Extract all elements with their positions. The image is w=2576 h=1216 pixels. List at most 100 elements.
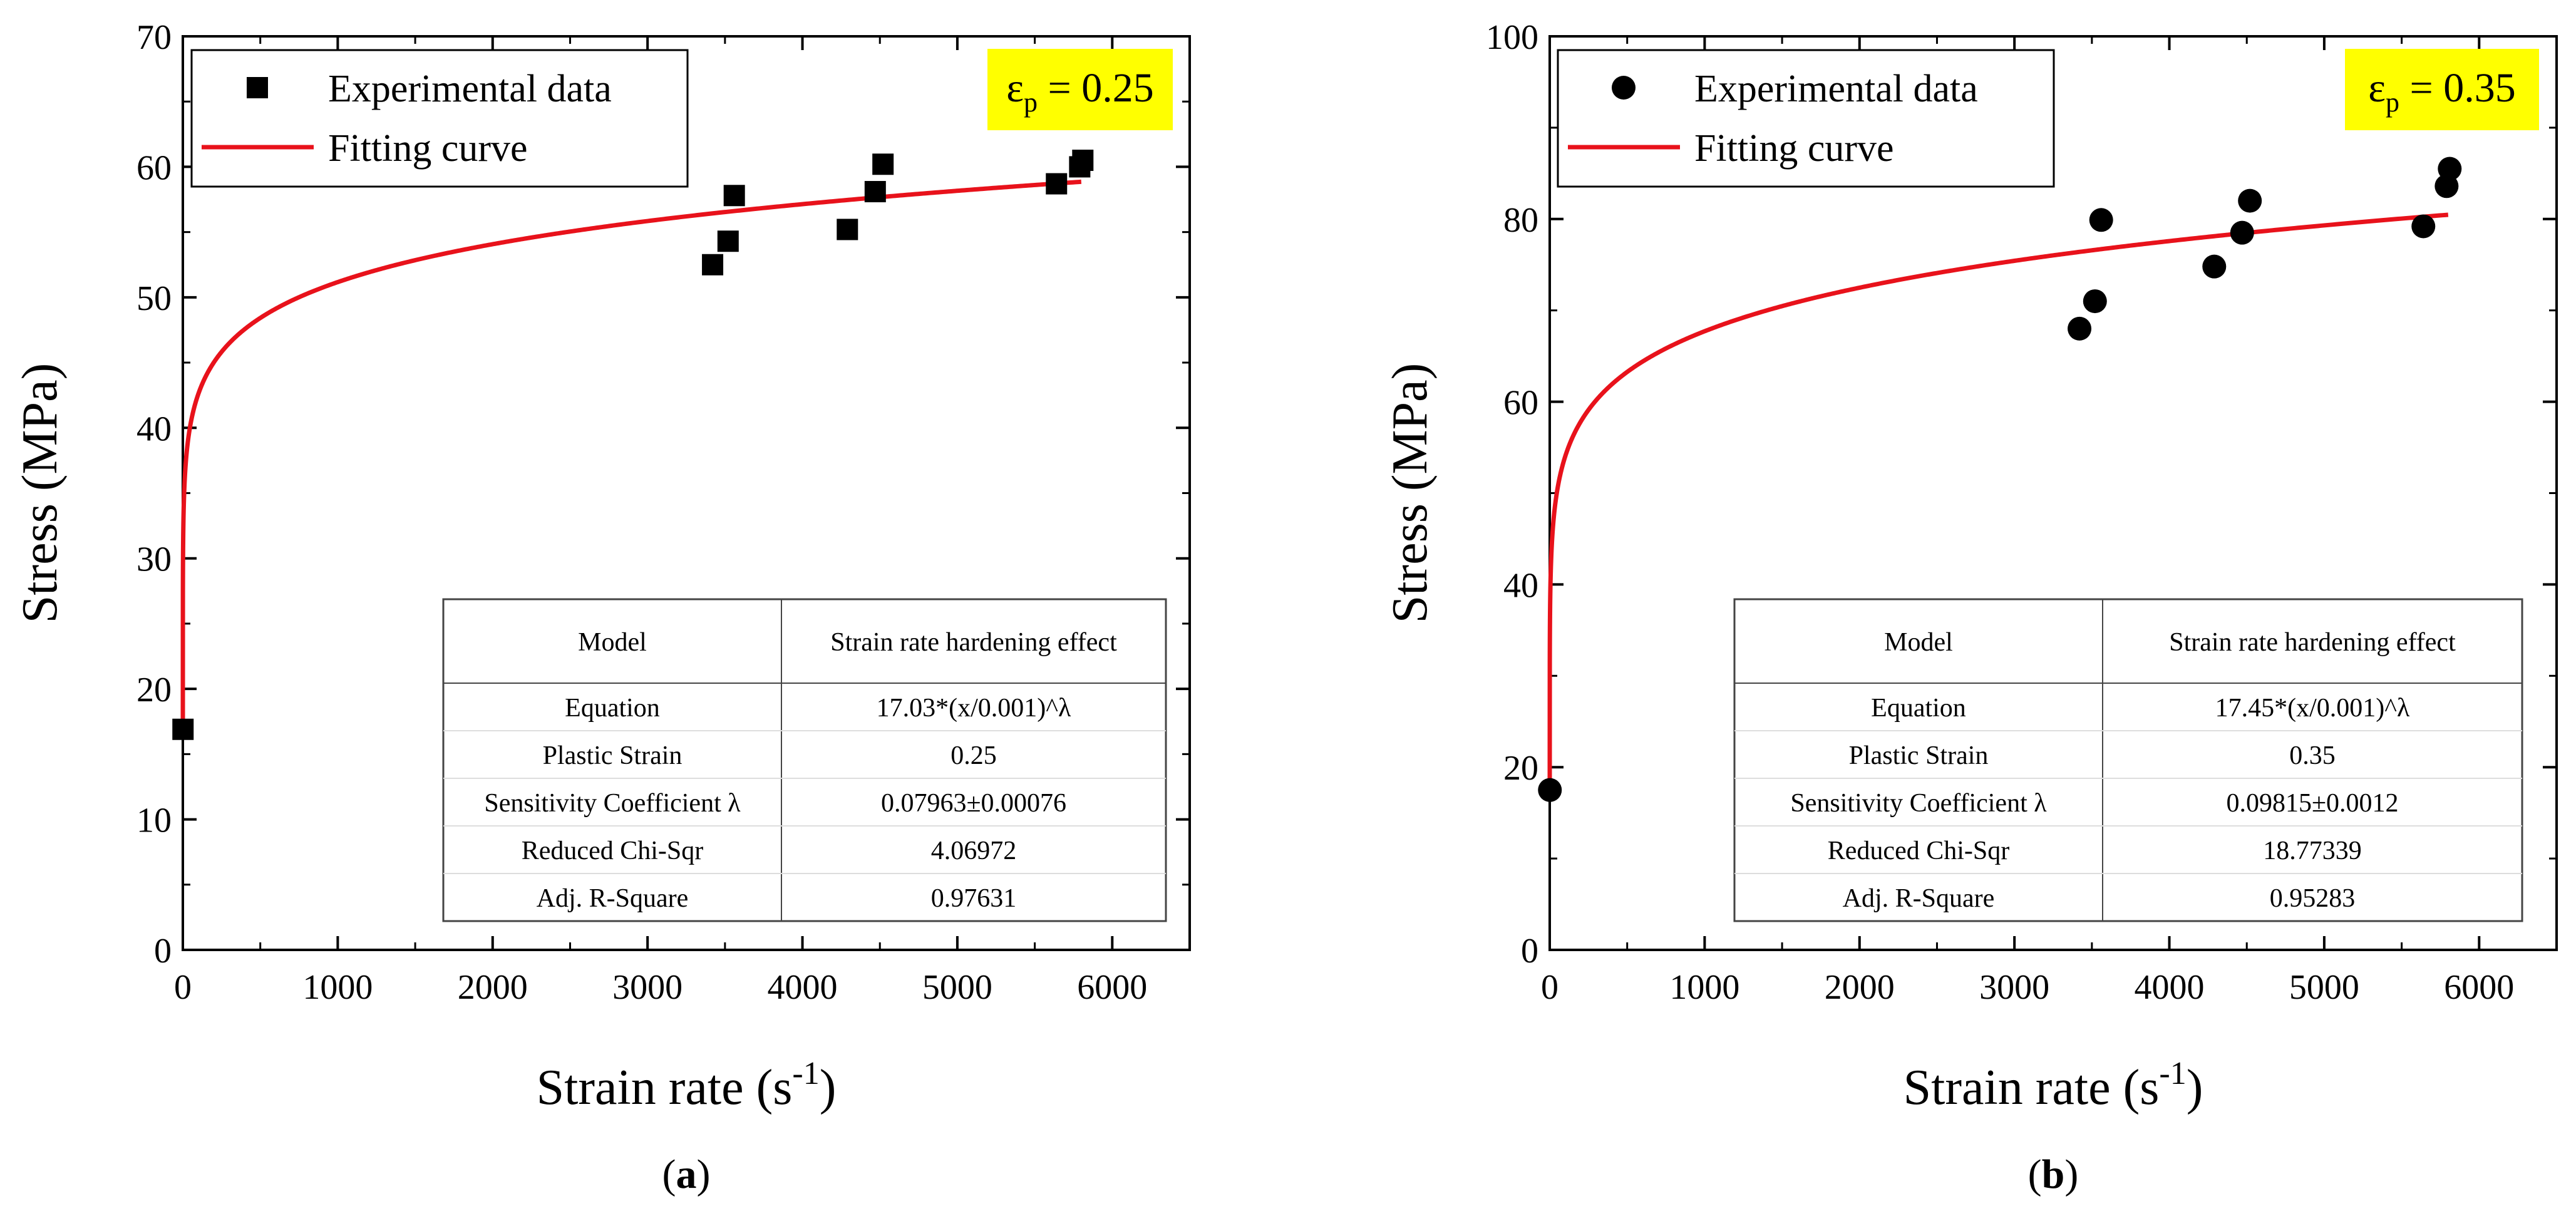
x-axis-label-sup: -1 xyxy=(2159,1056,2186,1091)
y-tick-label: 30 xyxy=(137,540,172,579)
table-cell: Reduced Chi-Sqr xyxy=(522,837,703,865)
x-axis-label: Strain rate (s-1) xyxy=(537,1056,837,1115)
y-tick-label: 0 xyxy=(1521,932,1538,971)
table-cell: Adj. R-Square xyxy=(537,884,689,913)
y-tick-label: 20 xyxy=(137,671,172,709)
x-axis-label-main: Strain rate (s xyxy=(1904,1060,2160,1115)
data-point xyxy=(1046,173,1068,195)
data-point xyxy=(2230,220,2254,245)
y-tick-label: 0 xyxy=(154,932,172,971)
table-cell: Sensitivity Coefficient λ xyxy=(1790,789,2047,818)
chart-panel-a: 0 1000 2000 3000 4000 5000 6000 0 10 20 30 40 50 60 70… xyxy=(13,18,1191,1197)
panel-label: (a) xyxy=(662,1152,711,1197)
data-point xyxy=(172,718,194,740)
y-tick-label: 50 xyxy=(137,279,172,318)
table-cell: 0.09815±0.0012 xyxy=(2226,789,2398,818)
y-tick-label: 60 xyxy=(137,148,172,187)
data-point xyxy=(2238,188,2262,213)
legend-marker-square xyxy=(247,77,268,98)
legend-marker-circle xyxy=(1612,76,1636,100)
data-point xyxy=(2089,208,2113,232)
table-cell: 0.25 xyxy=(951,741,997,770)
table-frame xyxy=(1733,598,2523,922)
data-point xyxy=(837,219,858,240)
chart-panel-b: 0 1000 2000 3000 4000 5000 6000 0 20 40 60 80 100 Str… xyxy=(1383,18,2558,1197)
table-frame xyxy=(442,598,1167,922)
x-tick-label: 4000 xyxy=(768,968,838,1007)
y-tick-label: 60 xyxy=(1503,384,1538,423)
panel-label: (b) xyxy=(2028,1152,2079,1197)
y-axis-label: Stress (MPa) xyxy=(13,363,68,624)
y-tick-label: 100 xyxy=(1486,18,1538,57)
data-point xyxy=(723,185,745,207)
legend-box xyxy=(1557,49,2055,188)
x-tick-label: 2000 xyxy=(458,968,528,1007)
x-tick-label: 0 xyxy=(174,968,192,1007)
strain-value: = 0.35 xyxy=(2399,65,2516,111)
strain-subscript: p xyxy=(1024,87,1038,118)
panel-label-open: ( xyxy=(2028,1152,2042,1197)
data-point xyxy=(2083,289,2107,314)
table-cell: 17.03*(x/0.001)^λ xyxy=(877,694,1071,723)
legend-label-experimental: Experimental data xyxy=(1694,68,1978,110)
strain-label: εp = 0.35 xyxy=(2368,65,2515,118)
table-header-cell: Model xyxy=(1884,628,1953,657)
legend: Experimental data Fitting curve xyxy=(190,49,689,188)
strain-value: = 0.25 xyxy=(1038,65,1154,111)
x-tick-label: 3000 xyxy=(1979,968,2049,1007)
table-cell: 0.97631 xyxy=(931,884,1017,913)
table-cell: Plastic Strain xyxy=(1849,741,1989,770)
x-axis-label-tail: ) xyxy=(2187,1060,2203,1115)
table-header-cell: Strain rate hardening effect xyxy=(2169,628,2456,657)
x-tick-label: 5000 xyxy=(2289,968,2359,1007)
x-tick-label: 2000 xyxy=(1825,968,1895,1007)
fitting-curve xyxy=(1547,212,2449,791)
x-tick-label: 0 xyxy=(1541,968,1558,1007)
strain-label: εp = 0.25 xyxy=(1006,65,1153,118)
strain-label-box xyxy=(2345,49,2539,130)
x-tick-label: 6000 xyxy=(2444,968,2514,1007)
data-point xyxy=(1072,150,1094,172)
table-cell: Equation xyxy=(1871,694,1966,723)
data-point xyxy=(2411,214,2436,239)
table-cell: 0.07963±0.00076 xyxy=(881,789,1066,818)
data-point xyxy=(1538,778,1562,802)
panel-label-close: ) xyxy=(697,1152,711,1197)
x-tick-label: 1000 xyxy=(302,968,373,1007)
x-axis-label-tail: ) xyxy=(820,1060,837,1115)
strain-symbol: ε xyxy=(2368,65,2386,111)
fit-statistics-table: Model Strain rate hardening effect Equatio… xyxy=(442,598,1167,922)
table-header-cell: Strain rate hardening effect xyxy=(830,628,1117,657)
table-cell: 0.95283 xyxy=(2270,884,2356,913)
x-tick-label: 5000 xyxy=(922,968,992,1007)
data-point xyxy=(2068,316,2092,341)
y-axis-label: Stress (MPa) xyxy=(1383,363,1438,624)
x-tick-label: 4000 xyxy=(2135,968,2205,1007)
fit-statistics-table: Model Strain rate hardening effect Equatio… xyxy=(1733,598,2523,922)
y-tick-label: 20 xyxy=(1503,749,1538,788)
panel-label-letter: b xyxy=(2042,1152,2065,1197)
table-header-cell: Model xyxy=(578,628,647,657)
x-tick-label: 6000 xyxy=(1077,968,1147,1007)
data-point xyxy=(702,254,724,276)
panel-label-open: ( xyxy=(662,1152,676,1197)
y-tick-label: 70 xyxy=(137,18,172,57)
x-tick-label: 1000 xyxy=(1669,968,1739,1007)
table-cell: 4.06972 xyxy=(931,837,1017,865)
legend: Experimental data Fitting curve xyxy=(1557,49,2055,188)
table-cell: 18.77339 xyxy=(2263,837,2362,865)
fitting-curve xyxy=(180,179,1082,728)
x-axis-label-main: Strain rate (s xyxy=(537,1060,793,1115)
table-cell: 17.45*(x/0.001)^λ xyxy=(2215,694,2410,723)
table-cell: Reduced Chi-Sqr xyxy=(1828,837,2009,865)
data-point xyxy=(2438,157,2462,181)
legend-label-fitting: Fitting curve xyxy=(1694,127,1894,170)
table-cell: 0.35 xyxy=(2289,741,2336,770)
legend-label-fitting: Fitting curve xyxy=(328,127,528,170)
x-axis-label-sup: -1 xyxy=(792,1056,819,1091)
y-tick-label: 40 xyxy=(1503,566,1538,605)
strain-symbol: ε xyxy=(1006,65,1024,111)
table-cell: Sensitivity Coefficient λ xyxy=(484,789,741,818)
panel-label-letter: a xyxy=(676,1152,697,1197)
